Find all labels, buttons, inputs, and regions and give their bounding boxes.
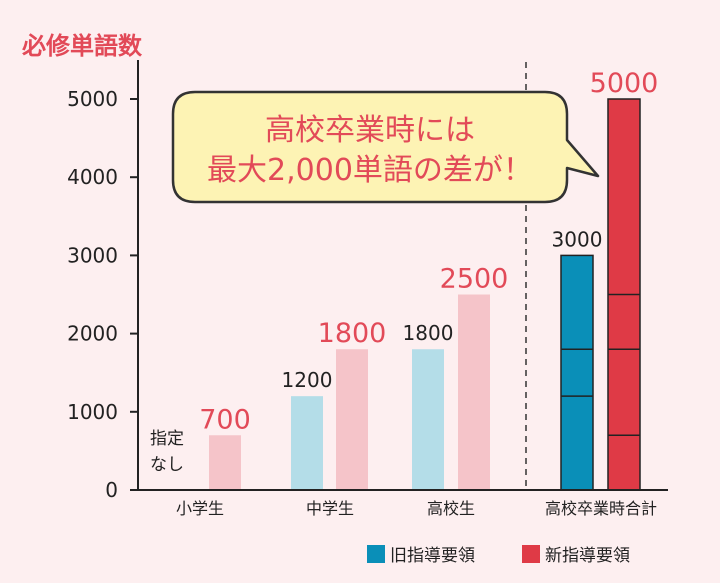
data-label: 5000 — [590, 68, 659, 99]
data-label: 700 — [199, 404, 251, 435]
category-label: 高校卒業時合計 — [545, 499, 657, 518]
bar — [209, 435, 241, 490]
data-label: 1800 — [318, 318, 387, 349]
callout-line-1: 高校卒業時には — [265, 113, 475, 148]
category-label: 小学生 — [176, 499, 224, 518]
y-axis-ticks: 0 1000 2000 3000 4000 5000 — [67, 87, 138, 502]
bar — [560, 254, 594, 491]
data-label: 2500 — [440, 264, 509, 295]
category-label: 高校生 — [427, 499, 475, 518]
legend-swatch-new — [522, 545, 540, 563]
data-label: 1800 — [403, 321, 454, 345]
bar — [336, 349, 368, 490]
legend-label-new: 新指導要領 — [545, 546, 630, 566]
callout-line-2: 最大2,000単語の差が！ — [207, 153, 533, 188]
data-label: 1200 — [282, 368, 333, 392]
data-label: 3000 — [552, 227, 603, 251]
y-tick-label: 0 — [105, 478, 118, 502]
y-tick-label: 5000 — [67, 87, 118, 111]
bar — [458, 294, 490, 490]
legend-label-old: 旧指導要領 — [390, 546, 475, 566]
category-labels: 小学生 中学生 高校生 高校卒業時合計 — [176, 499, 657, 518]
category-label: 中学生 — [306, 499, 354, 518]
legend-swatch-old — [367, 545, 385, 563]
y-tick-label: 4000 — [67, 165, 118, 189]
legend: 旧指導要領 新指導要領 — [367, 545, 630, 566]
y-axis-title: 必修単語数 — [22, 32, 143, 60]
value-labels: 1200 1800 3000 700 1800 2500 5000 — [199, 68, 658, 435]
no-designation-line-2: なし — [150, 455, 184, 475]
callout-bubble: 高校卒業時には 最大2,000単語の差が！ — [171, 90, 600, 204]
no-designation-line-1: 指定 — [150, 429, 184, 449]
bar — [291, 396, 323, 490]
bars — [209, 98, 641, 491]
y-tick-label: 3000 — [67, 243, 118, 267]
callout-bubble-shape — [171, 90, 600, 204]
y-tick-label: 2000 — [67, 322, 118, 346]
y-tick-label: 1000 — [67, 400, 118, 424]
bar — [412, 349, 444, 490]
